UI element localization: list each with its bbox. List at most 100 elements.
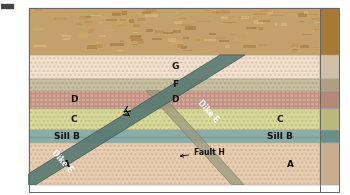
Bar	[252, 27, 262, 29]
Bar	[298, 13, 307, 17]
Text: D: D	[70, 95, 78, 104]
Bar	[84, 21, 93, 23]
Bar	[178, 24, 192, 26]
Bar	[174, 21, 182, 24]
Bar	[79, 16, 87, 20]
Bar	[198, 21, 210, 22]
Bar	[33, 28, 44, 31]
Bar	[63, 38, 70, 40]
Bar	[173, 30, 181, 33]
Bar	[188, 21, 195, 22]
Bar	[320, 143, 339, 185]
Polygon shape	[29, 55, 245, 185]
Bar	[245, 40, 251, 42]
Bar	[29, 143, 320, 185]
Bar	[320, 8, 339, 55]
Bar	[314, 28, 320, 32]
Bar	[110, 43, 124, 46]
Bar	[132, 44, 138, 45]
Text: C: C	[71, 115, 77, 124]
Bar	[175, 12, 178, 14]
Bar	[183, 50, 192, 51]
Bar	[178, 18, 186, 19]
Bar	[221, 16, 228, 19]
Bar	[80, 33, 88, 36]
Bar	[112, 12, 124, 14]
Bar	[96, 44, 103, 48]
Bar	[291, 49, 298, 52]
Bar	[288, 50, 302, 52]
Bar	[76, 22, 82, 25]
Bar	[312, 47, 320, 48]
Bar	[176, 44, 184, 48]
Bar	[219, 40, 229, 42]
Polygon shape	[146, 91, 244, 185]
Bar	[105, 28, 114, 31]
Bar	[106, 19, 117, 21]
Bar	[90, 14, 100, 16]
Bar	[144, 9, 157, 12]
Bar	[99, 16, 108, 19]
Bar	[253, 13, 266, 15]
Bar	[239, 17, 248, 18]
Bar	[274, 23, 287, 26]
Bar	[320, 55, 339, 79]
Bar	[214, 10, 222, 11]
Bar	[277, 23, 281, 26]
Bar	[290, 45, 298, 47]
Bar	[29, 130, 320, 143]
Bar	[146, 29, 153, 32]
Text: F: F	[172, 80, 178, 90]
Bar	[117, 50, 123, 51]
Bar	[144, 10, 153, 13]
Text: C: C	[276, 115, 283, 124]
Bar	[163, 32, 173, 34]
Bar	[54, 18, 68, 20]
Bar	[122, 18, 132, 22]
Bar	[246, 27, 256, 29]
Text: A: A	[287, 160, 294, 169]
Bar	[260, 9, 272, 12]
Bar	[234, 38, 241, 41]
Bar	[29, 143, 320, 185]
Bar	[122, 11, 127, 15]
Bar	[204, 10, 211, 11]
Bar	[300, 45, 309, 48]
Bar	[133, 24, 140, 27]
Bar	[301, 13, 311, 17]
Bar	[320, 130, 339, 143]
Bar	[130, 19, 134, 23]
Bar	[29, 55, 320, 79]
Bar	[259, 27, 262, 30]
Bar	[185, 26, 196, 30]
Bar	[29, 79, 320, 91]
Bar	[240, 16, 249, 19]
Bar	[298, 19, 301, 20]
Bar	[230, 34, 236, 35]
Bar	[133, 32, 138, 33]
Bar	[99, 22, 103, 23]
Bar	[85, 16, 91, 19]
Bar	[131, 39, 143, 41]
Text: Fault H: Fault H	[180, 148, 225, 157]
Bar	[303, 34, 312, 35]
Bar	[29, 79, 320, 91]
Bar	[209, 33, 216, 35]
Bar	[290, 48, 293, 50]
Bar	[215, 37, 225, 39]
Text: D: D	[171, 95, 179, 104]
Bar	[201, 50, 212, 51]
Text: G: G	[171, 62, 179, 71]
Bar	[299, 21, 304, 22]
Bar	[145, 14, 158, 17]
Bar	[320, 91, 339, 109]
Bar	[137, 19, 145, 21]
Bar	[168, 38, 176, 42]
Bar	[289, 43, 298, 45]
Bar	[79, 35, 88, 38]
Bar	[29, 8, 320, 55]
Bar	[320, 109, 339, 130]
Bar	[245, 32, 248, 35]
Bar	[195, 39, 204, 41]
Bar	[99, 35, 106, 37]
